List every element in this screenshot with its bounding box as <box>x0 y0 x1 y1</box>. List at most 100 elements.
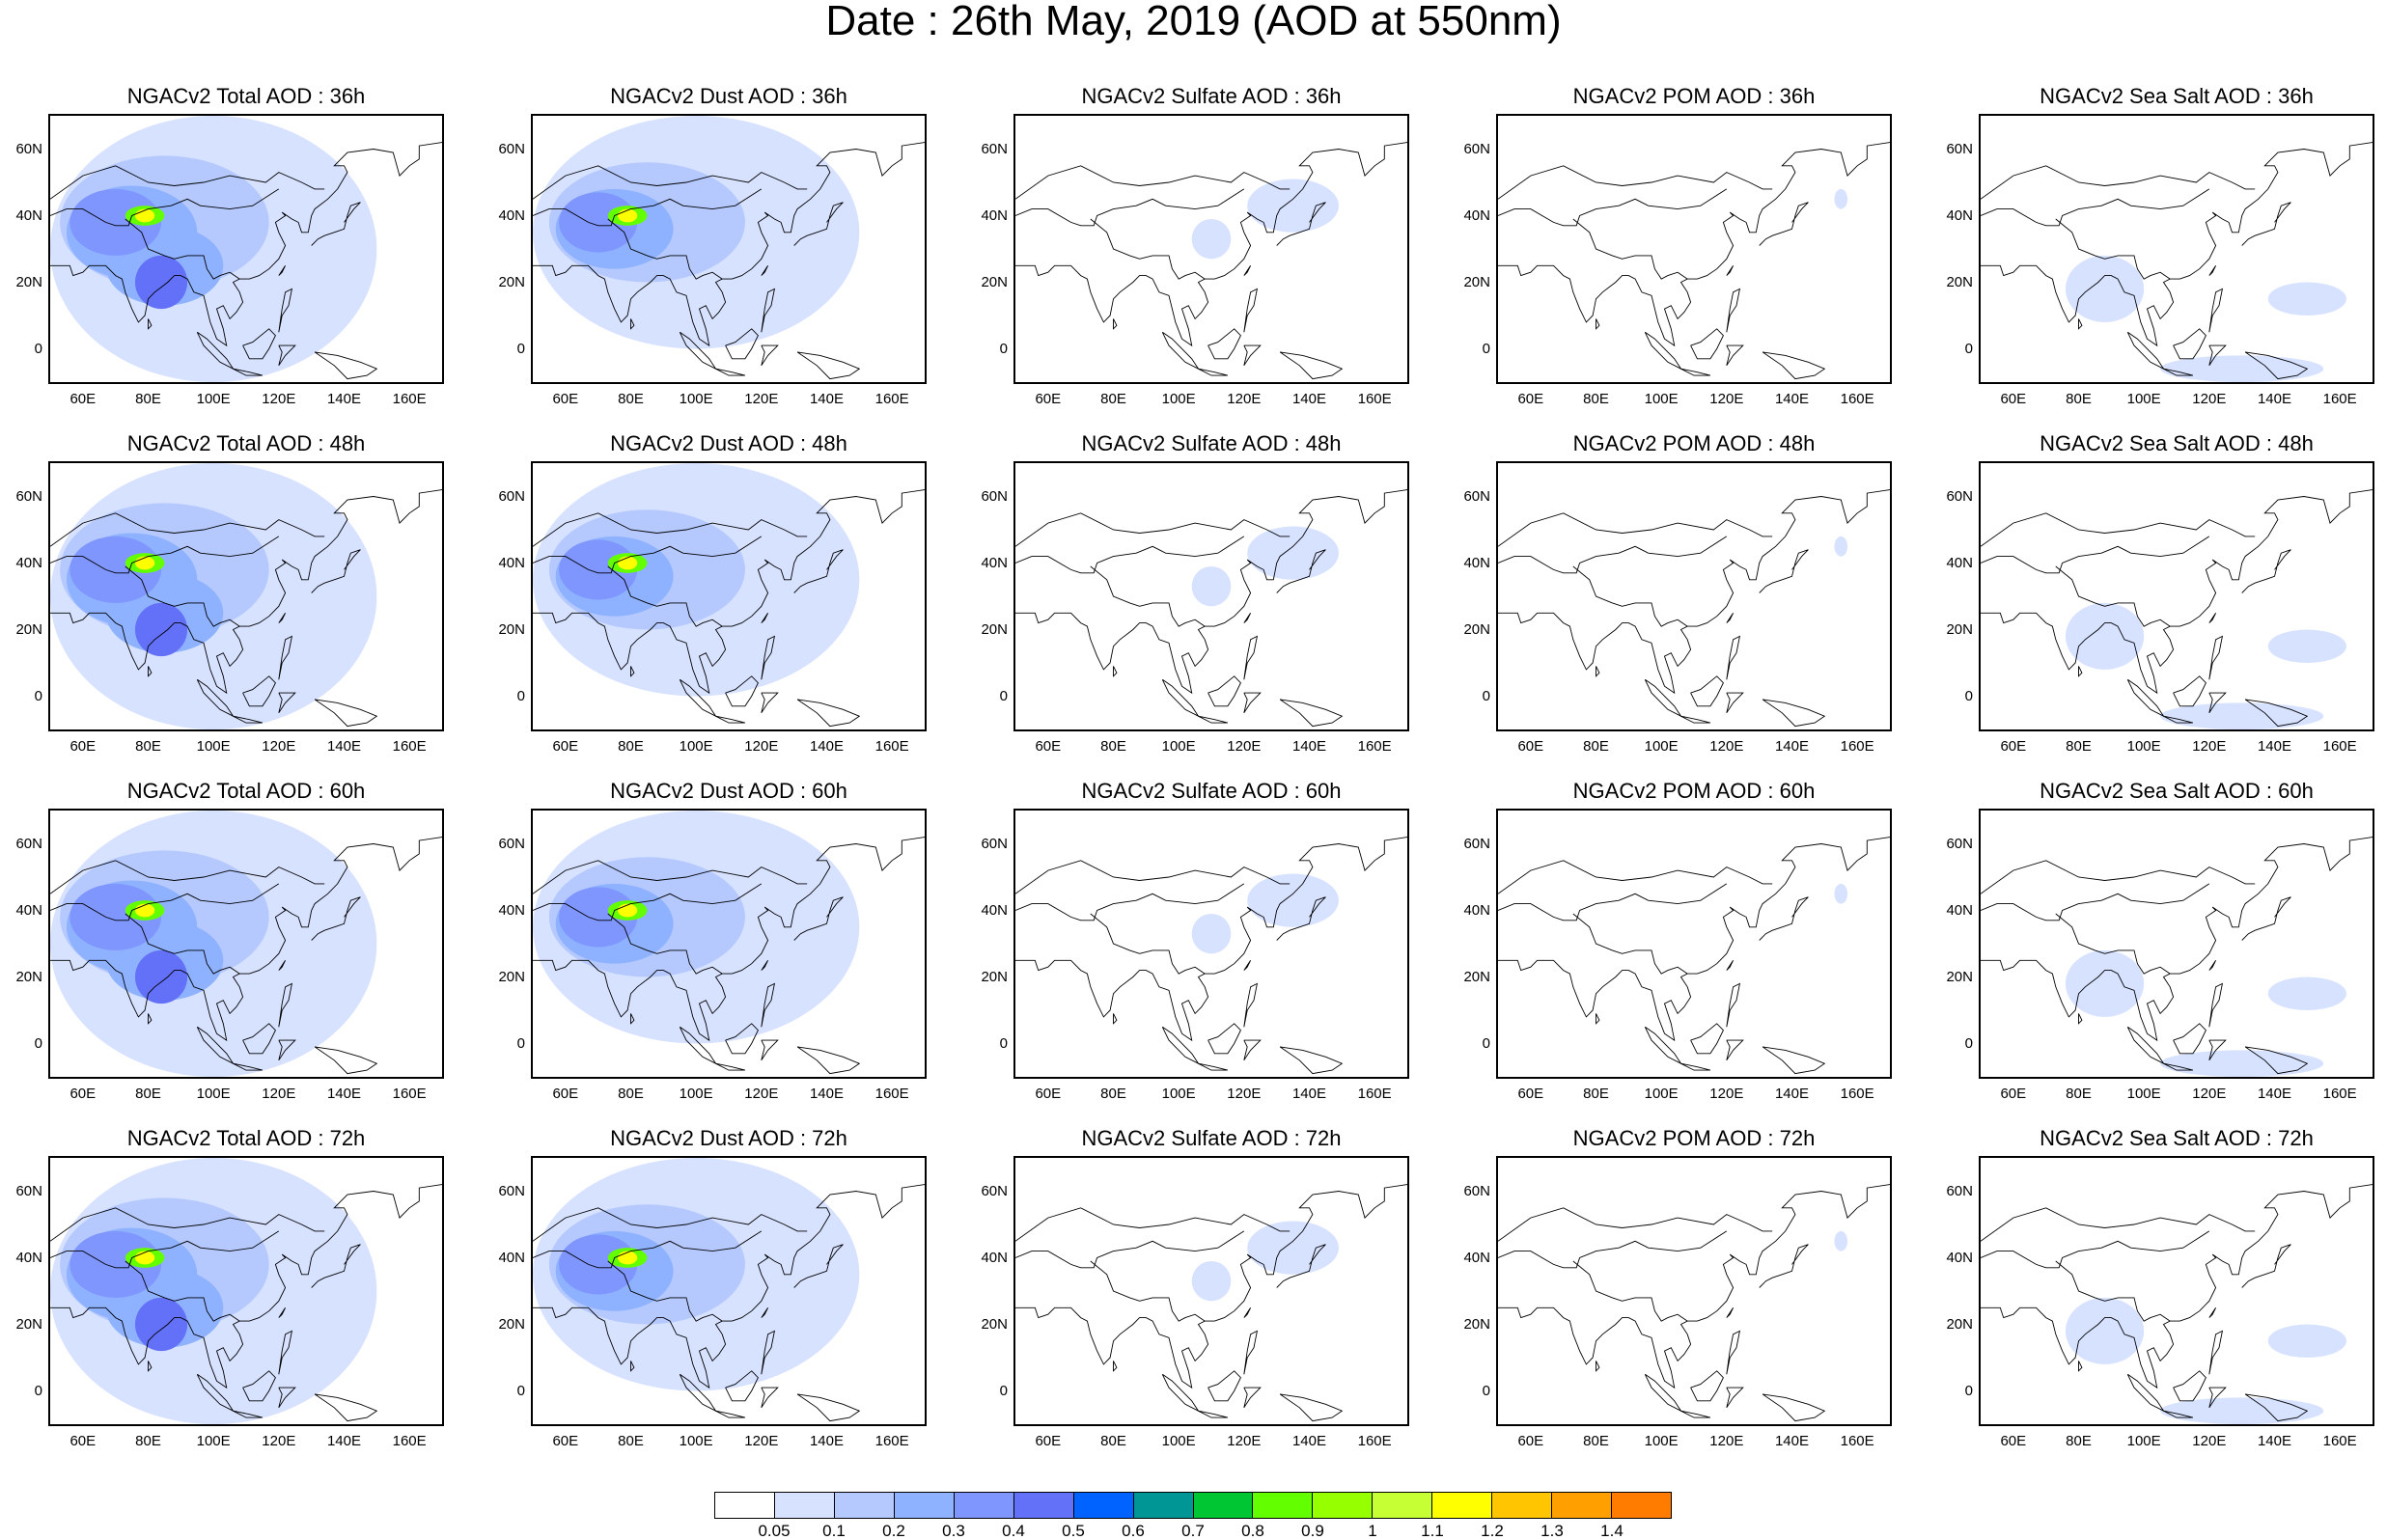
coastline <box>1680 368 1711 376</box>
colorbar-label: 1 <box>1368 1522 1377 1540</box>
lon-tick-label: 100E <box>196 738 231 755</box>
lat-tick-label: 40N <box>15 206 42 224</box>
map-panel: NGACv2 Sulfate AOD : 72h 60N 40N 20N 0 60E 80E… <box>965 1127 1448 1457</box>
map-panel: NGACv2 Total AOD : 72h 60N 40N 20N 0 60E 80E 10… <box>0 1127 483 1457</box>
lon-tick-label: 80E <box>1100 1086 1126 1102</box>
coastline <box>533 489 925 695</box>
coastline <box>233 368 264 376</box>
aod-field <box>2160 1397 2324 1424</box>
coastline <box>533 1230 763 1269</box>
coastline <box>242 328 276 360</box>
aod-field <box>134 1251 155 1265</box>
coastline <box>1690 328 1724 360</box>
lon-tick-label: 100E <box>196 391 231 407</box>
coastline <box>1243 982 1259 1028</box>
coastline <box>50 883 280 921</box>
map-canvas <box>1981 142 2373 382</box>
coastline <box>1198 715 1229 724</box>
colorbar-box <box>1013 1493 1074 1518</box>
lat-tick-label: 20N <box>15 273 42 290</box>
map-panel: NGACv2 Sulfate AOD : 36h 60N 40N 20N 0 60E 80E… <box>965 85 1448 415</box>
coastline <box>1243 613 1252 623</box>
lon-tick-label: 60E <box>552 391 579 407</box>
lat-tick-label: 20N <box>498 1315 525 1333</box>
lon-tick-label: 160E <box>1840 738 1874 755</box>
lat-tick-label: 20N <box>498 273 525 290</box>
coastline <box>1572 913 1688 975</box>
colorbar-box <box>1492 1493 1553 1518</box>
lat-tick-label: 60N <box>498 140 525 157</box>
aod-field <box>2065 602 2145 670</box>
lon-tick-label: 60E <box>1035 391 1062 407</box>
map-canvas <box>1981 1184 2373 1424</box>
coastline <box>50 860 325 894</box>
coastline <box>725 1023 759 1055</box>
lon-tick-label: 80E <box>1100 1433 1126 1449</box>
coastline <box>1759 549 1809 593</box>
coastline <box>1596 318 1600 330</box>
lat-tick-label: 60N <box>1946 140 1973 157</box>
lon-tick-label: 120E <box>1709 1433 1744 1449</box>
panel-title: NGACv2 Dust AOD : 36h <box>610 84 847 108</box>
lon-tick-label: 140E <box>1774 391 1810 407</box>
lon-tick-label: 120E <box>2192 738 2227 755</box>
lon-tick-label: 60E <box>552 1086 579 1102</box>
lat-tick-label: 40N <box>981 554 1008 571</box>
coastline <box>715 1062 746 1071</box>
coastline <box>148 318 153 330</box>
coastline <box>679 1373 717 1413</box>
aod-field <box>134 903 155 918</box>
lat-tick-label: 0 <box>1482 340 1490 357</box>
coastline <box>2244 351 2309 380</box>
lon-tick-label: 60E <box>1517 1086 1544 1102</box>
aod-field <box>134 602 188 657</box>
map-frame <box>48 461 444 731</box>
map-canvas <box>50 116 442 382</box>
lat-tick-label: 40N <box>498 554 525 571</box>
coastline <box>2241 1244 2291 1288</box>
lat-tick-label: 40N <box>498 1249 525 1266</box>
coastline <box>1498 489 1890 695</box>
coastline <box>1198 368 1229 376</box>
coastline <box>1113 318 1118 330</box>
lat-tick-label: 0 <box>1964 1382 1973 1399</box>
map-frame <box>1013 1156 1409 1426</box>
coastline <box>148 1013 153 1025</box>
coastline <box>1498 142 1890 347</box>
lat-tick-label: 60N <box>1463 835 1490 852</box>
lon-tick-label: 100E <box>2126 738 2161 755</box>
lat-tick-label: 60N <box>15 487 42 505</box>
aod-field <box>134 949 188 1004</box>
lat-tick-label: 20N <box>1946 968 1973 985</box>
lon-tick-label: 80E <box>2066 391 2092 407</box>
coastline <box>278 982 293 1028</box>
coastline <box>1015 142 1407 347</box>
coastline <box>607 913 723 975</box>
map-canvas <box>50 1158 442 1424</box>
coastline <box>50 1230 280 1269</box>
coastline <box>1498 1184 1890 1389</box>
lon-tick-label: 60E <box>69 1433 97 1449</box>
coastline <box>1759 202 1809 246</box>
coastline <box>50 1207 325 1242</box>
coastline <box>796 1046 861 1075</box>
lon-tick-label: 160E <box>874 1433 909 1449</box>
lat-tick-label: 60N <box>981 1182 1008 1199</box>
lat-tick-label: 0 <box>516 1034 525 1052</box>
coastline <box>1981 489 2373 695</box>
lat-tick-label: 40N <box>1946 206 1973 224</box>
lon-tick-label: 120E <box>2192 1086 2227 1102</box>
coastline <box>1015 536 1245 574</box>
lon-tick-label: 140E <box>326 1086 362 1102</box>
lon-tick-label: 60E <box>69 738 97 755</box>
lat-tick-label: 60N <box>1946 1182 1973 1199</box>
lon-tick-label: 60E <box>1035 1433 1062 1449</box>
map-panel: NGACv2 Dust AOD : 72h 60N 40N 20N 0 60E 80E 100… <box>483 1127 965 1457</box>
lon-tick-label: 160E <box>1357 1433 1392 1449</box>
colorbar-box <box>1552 1493 1613 1518</box>
coastline <box>311 896 361 941</box>
coastline <box>196 1373 235 1413</box>
lat-tick-label: 20N <box>1946 1315 1973 1333</box>
map-frame <box>1013 461 1409 731</box>
coastline <box>793 202 844 246</box>
